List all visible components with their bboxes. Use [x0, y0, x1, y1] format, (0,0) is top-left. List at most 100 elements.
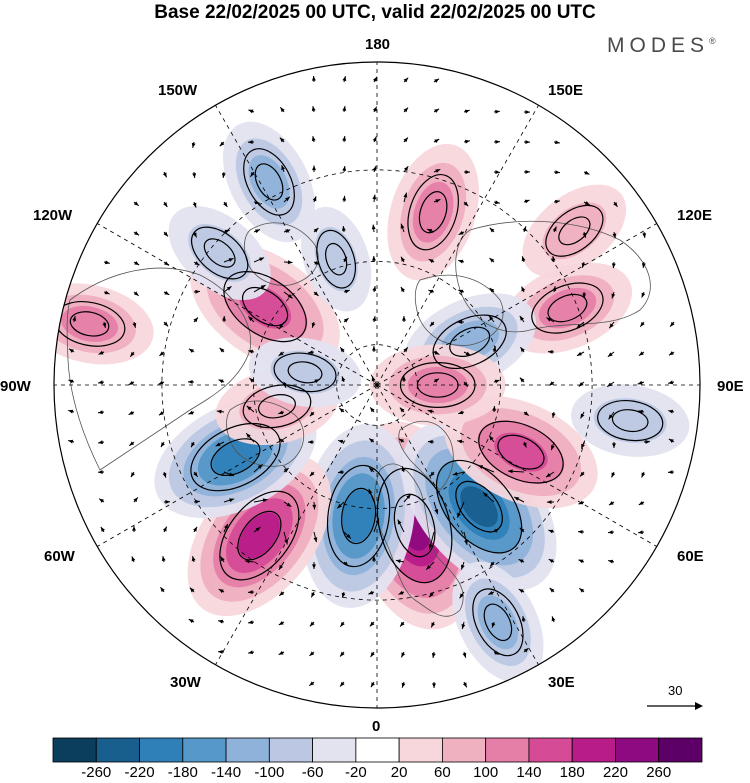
- anomaly-shade-4-4: [212, 439, 259, 475]
- wind-vector-head-323: [551, 616, 556, 622]
- wind-vector-head-128: [429, 321, 435, 327]
- wind-vector-head-173: [519, 377, 525, 383]
- wind-vector-head-89: [428, 259, 434, 264]
- wind-vector-head-229: [338, 470, 343, 475]
- wind-vector-head-338: [401, 682, 406, 688]
- wind-vector-head-80: [164, 261, 169, 266]
- wind-vector-head-121: [222, 316, 227, 321]
- wind-vector-head-222: [130, 472, 135, 478]
- wind-vector-head-260: [100, 526, 105, 532]
- wind-vector-head-340: [462, 682, 467, 688]
- wind-vector-head-61: [163, 231, 169, 237]
- wind-vector-head-339: [432, 683, 436, 688]
- lon-label-60w: 60W: [44, 548, 75, 565]
- wind-vector-head-284: [278, 564, 284, 570]
- wind-vector-head-78: [104, 260, 110, 265]
- wind-vector-head-331: [431, 653, 436, 658]
- reference-vector-label: 30: [668, 683, 683, 698]
- wind-vector-head-240: [668, 470, 673, 475]
- coastline-siberia: [414, 274, 504, 346]
- wind-vector-head-177: [637, 380, 643, 385]
- wind-vector-head-215: [522, 442, 527, 448]
- wind-vector-head-122: [248, 316, 253, 321]
- wind-vector-head-72: [489, 227, 495, 233]
- wind-vector-head-267: [313, 537, 318, 543]
- wind-vector-head-90: [458, 259, 464, 264]
- wind-vector-head-286: [343, 561, 349, 567]
- contour-lines: [54, 148, 664, 657]
- wind-vector-head-265: [255, 527, 261, 532]
- contour-10-1: [418, 191, 448, 234]
- wind-vector-head-259: [638, 500, 644, 505]
- wind-vector-head-136: [670, 321, 675, 327]
- contour-8-1: [254, 163, 284, 201]
- wind-vector-head-143: [248, 349, 254, 354]
- wind-vector-head-47: [254, 200, 260, 205]
- contour-3-0: [219, 490, 300, 581]
- wind-vector-head-203: [160, 442, 165, 448]
- wind-vector-head-145: [308, 350, 313, 355]
- wind-vector-head-126: [372, 316, 377, 321]
- wind-vector-head-158: [68, 379, 74, 384]
- wind-vector-head-81: [194, 261, 200, 266]
- contour-11-0: [531, 282, 604, 334]
- wind-vector-head-188: [339, 408, 345, 413]
- wind-vector-head-281: [191, 556, 196, 562]
- wind-vector-head-227: [283, 468, 289, 473]
- wind-vector-head-46: [223, 202, 228, 207]
- brand-text: MODES: [607, 34, 710, 57]
- wind-vector-head-209: [338, 439, 344, 444]
- contour-19-1: [558, 216, 591, 246]
- wind-vector-head-160: [128, 380, 134, 385]
- contour-14-0: [597, 400, 664, 442]
- colorbar-label-12: 220: [602, 764, 628, 781]
- wind-vector-head-290: [461, 564, 465, 570]
- wind-vector-head-218: [612, 443, 616, 448]
- wind-vector-head-192: [458, 410, 464, 415]
- colorbar-label-6: -20: [345, 764, 367, 781]
- wind-vector-head-269: [375, 518, 380, 524]
- wind-vector-head-0: [311, 76, 316, 81]
- wind-vector-head-280: [161, 556, 166, 562]
- wind-vector-head-193: [492, 406, 497, 411]
- wind-vector-head-115: [641, 292, 646, 298]
- wind-vector-head-294: [578, 559, 584, 564]
- wind-vector-head-114: [611, 293, 616, 299]
- wind-vector-head-118: [132, 322, 137, 328]
- wind-vector-head-139: [130, 351, 135, 357]
- lon-label-30w: 30W: [170, 674, 201, 691]
- contour-9-0: [191, 226, 249, 280]
- contour-7-1: [242, 286, 289, 327]
- wind-vector-head-16: [219, 141, 225, 147]
- wind-vector-head-175: [578, 381, 584, 387]
- wind-vector-head-261: [132, 526, 136, 531]
- wind-vector-head-328: [340, 651, 345, 657]
- wind-vector-head-220: [668, 438, 674, 443]
- contour-16-0: [242, 384, 312, 429]
- wind-vector-head-324: [218, 649, 223, 654]
- wind-vector-head-29: [192, 173, 197, 178]
- contour-4-1: [210, 438, 261, 477]
- polar-anomaly-map: [53, 61, 701, 709]
- colorbar-label-5: -60: [301, 764, 324, 781]
- wind-vector-head-112: [552, 286, 557, 292]
- wind-vector-head-55: [494, 200, 500, 205]
- wind-vector-head-42: [584, 170, 590, 175]
- wind-vector-head-154: [576, 351, 582, 356]
- wind-vector-head-93: [551, 256, 556, 262]
- wind-vector-head-71: [458, 230, 464, 235]
- wind-vector-head-200: [68, 439, 74, 444]
- contour-12-0: [432, 314, 507, 370]
- wind-vector-head-163: [218, 379, 224, 384]
- colorbar-cell-11: [528, 737, 573, 763]
- anomaly-shade-6-2: [477, 595, 519, 650]
- wind-vector-head-217: [581, 443, 585, 449]
- colorbar-cell-9: [441, 737, 487, 763]
- wind-vector-head-197: [608, 414, 613, 420]
- wind-vector-head-296: [160, 587, 165, 593]
- lon-label-90w: 90W: [0, 378, 31, 395]
- wind-vector-head-5: [248, 109, 254, 114]
- wind-vector-head-98: [133, 291, 139, 296]
- wind-vector-head-255: [514, 496, 520, 501]
- wind-vector-head-35: [372, 165, 377, 171]
